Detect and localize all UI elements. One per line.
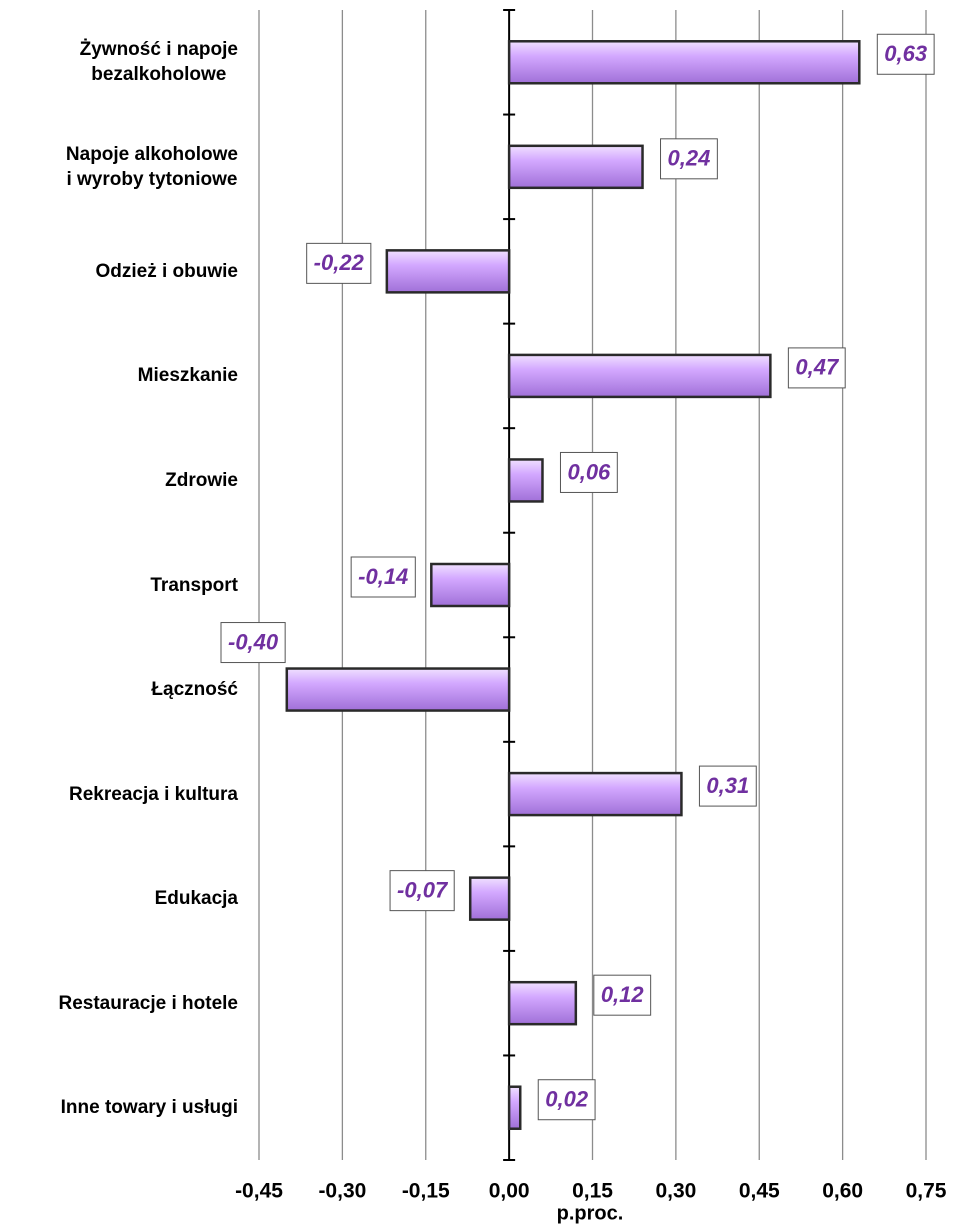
value-label-group: -0,40 (220, 622, 286, 664)
category-label-box: Żywność i napoje bezalkoholowe (80, 10, 238, 114)
value-label: -0,40 (228, 629, 279, 654)
value-label-group: 0,24 (660, 138, 718, 180)
value-label-box (559, 451, 618, 493)
value-label-box (220, 622, 286, 664)
x-tick-label: -0,15 (402, 1180, 450, 1203)
value-label-group: 0,12 (593, 974, 652, 1016)
value-label-group: 0,06 (559, 451, 618, 493)
category-label-box: Transport (150, 533, 238, 637)
x-axis-label: p.proc. (557, 1202, 624, 1224)
x-tick-label: -0,30 (318, 1180, 366, 1203)
bar (507, 980, 578, 1026)
value-label-box (787, 347, 846, 389)
value-label: 0,06 (567, 459, 611, 484)
category-label-box: Rekreacja i kultura (69, 742, 238, 846)
x-tick-label: 0,30 (655, 1180, 696, 1203)
bar (507, 40, 861, 85)
value-label-group: 0,02 (537, 1079, 596, 1121)
value-label-box (350, 556, 416, 598)
value-label-group: -0,07 (389, 870, 455, 912)
bar (385, 249, 511, 294)
y-tick-label: Łączność (151, 679, 238, 701)
bar (430, 562, 511, 608)
category-label-box: Inne towary i usługi (61, 1056, 238, 1160)
bar (507, 771, 683, 817)
value-label-group: -0,14 (350, 556, 416, 598)
value-label: 0,31 (706, 773, 749, 798)
bar (507, 458, 544, 503)
y-tick-label: Restauracje i hotele (58, 992, 238, 1014)
value-label-box (876, 33, 935, 75)
value-label: -0,22 (314, 250, 365, 275)
y-tick-label: Żywność i napoje bezalkoholowe (79, 39, 238, 86)
category-label-box: Łączność (151, 638, 238, 742)
category-label-box: Edukacja (155, 847, 238, 951)
y-tick-label: Odzież i obuwie (95, 260, 238, 282)
value-label-box (389, 870, 455, 912)
x-tick-label: 0,15 (572, 1180, 613, 1203)
value-label-box (698, 765, 757, 807)
x-tick-label: 0,00 (489, 1180, 530, 1203)
y-tick-label: Zdrowie (165, 469, 238, 491)
value-label-group: 0,31 (698, 765, 757, 807)
bar (507, 353, 772, 399)
x-tick-label: 0,60 (822, 1180, 863, 1203)
value-label: 0,63 (884, 41, 927, 66)
y-tick-label: Edukacja (154, 888, 238, 910)
bar (507, 144, 644, 190)
y-tick-label: Mieszkanie (137, 365, 238, 387)
value-label-box (306, 242, 372, 284)
value-label: -0,14 (358, 564, 408, 589)
category-label-box: Napoje alkoholowe i wyroby tytoniowe (66, 115, 238, 219)
value-label-group: 0,63 (876, 33, 935, 75)
value-label: 0,02 (545, 1087, 589, 1112)
category-label-box: Mieszkanie (138, 324, 238, 428)
value-label: -0,07 (397, 877, 449, 902)
bar (468, 876, 511, 921)
y-tick-label: Napoje alkoholowe i wyroby tytoniowe (65, 143, 238, 190)
value-label-box (593, 974, 652, 1016)
value-label-group: -0,22 (306, 242, 372, 284)
y-tick-label: Inne towary i usługi (60, 1097, 238, 1119)
y-tick-label: Transport (150, 574, 238, 596)
y-tick-label: Rekreacja i kultura (69, 783, 238, 805)
x-tick-label: 0,75 (906, 1180, 947, 1203)
x-tick-label: -0,45 (235, 1180, 283, 1203)
value-label: 0,12 (601, 982, 645, 1007)
category-label-box: Odzież i obuwie (95, 219, 238, 323)
category-label-box: Zdrowie (165, 428, 238, 532)
value-label-box (537, 1079, 596, 1121)
value-label-box (660, 138, 718, 180)
x-tick-label: 0,45 (739, 1180, 780, 1203)
bar (507, 1085, 522, 1130)
value-label-group: 0,47 (787, 347, 846, 389)
value-label: 0,47 (795, 355, 840, 380)
bar (285, 667, 511, 712)
value-label: 0,24 (668, 146, 711, 171)
category-label-box: Restauracje i hotele (58, 951, 238, 1055)
